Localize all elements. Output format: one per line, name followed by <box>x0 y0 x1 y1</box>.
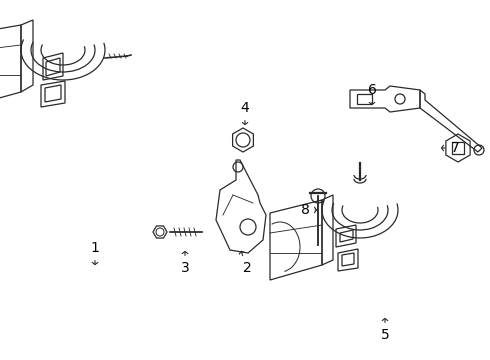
Text: 7: 7 <box>441 141 459 155</box>
Text: 3: 3 <box>181 252 189 275</box>
Text: 5: 5 <box>381 319 390 342</box>
Text: 2: 2 <box>239 251 251 275</box>
Text: 1: 1 <box>91 241 99 265</box>
Text: 8: 8 <box>300 203 317 217</box>
Text: 4: 4 <box>241 101 249 125</box>
Text: 6: 6 <box>368 83 376 104</box>
